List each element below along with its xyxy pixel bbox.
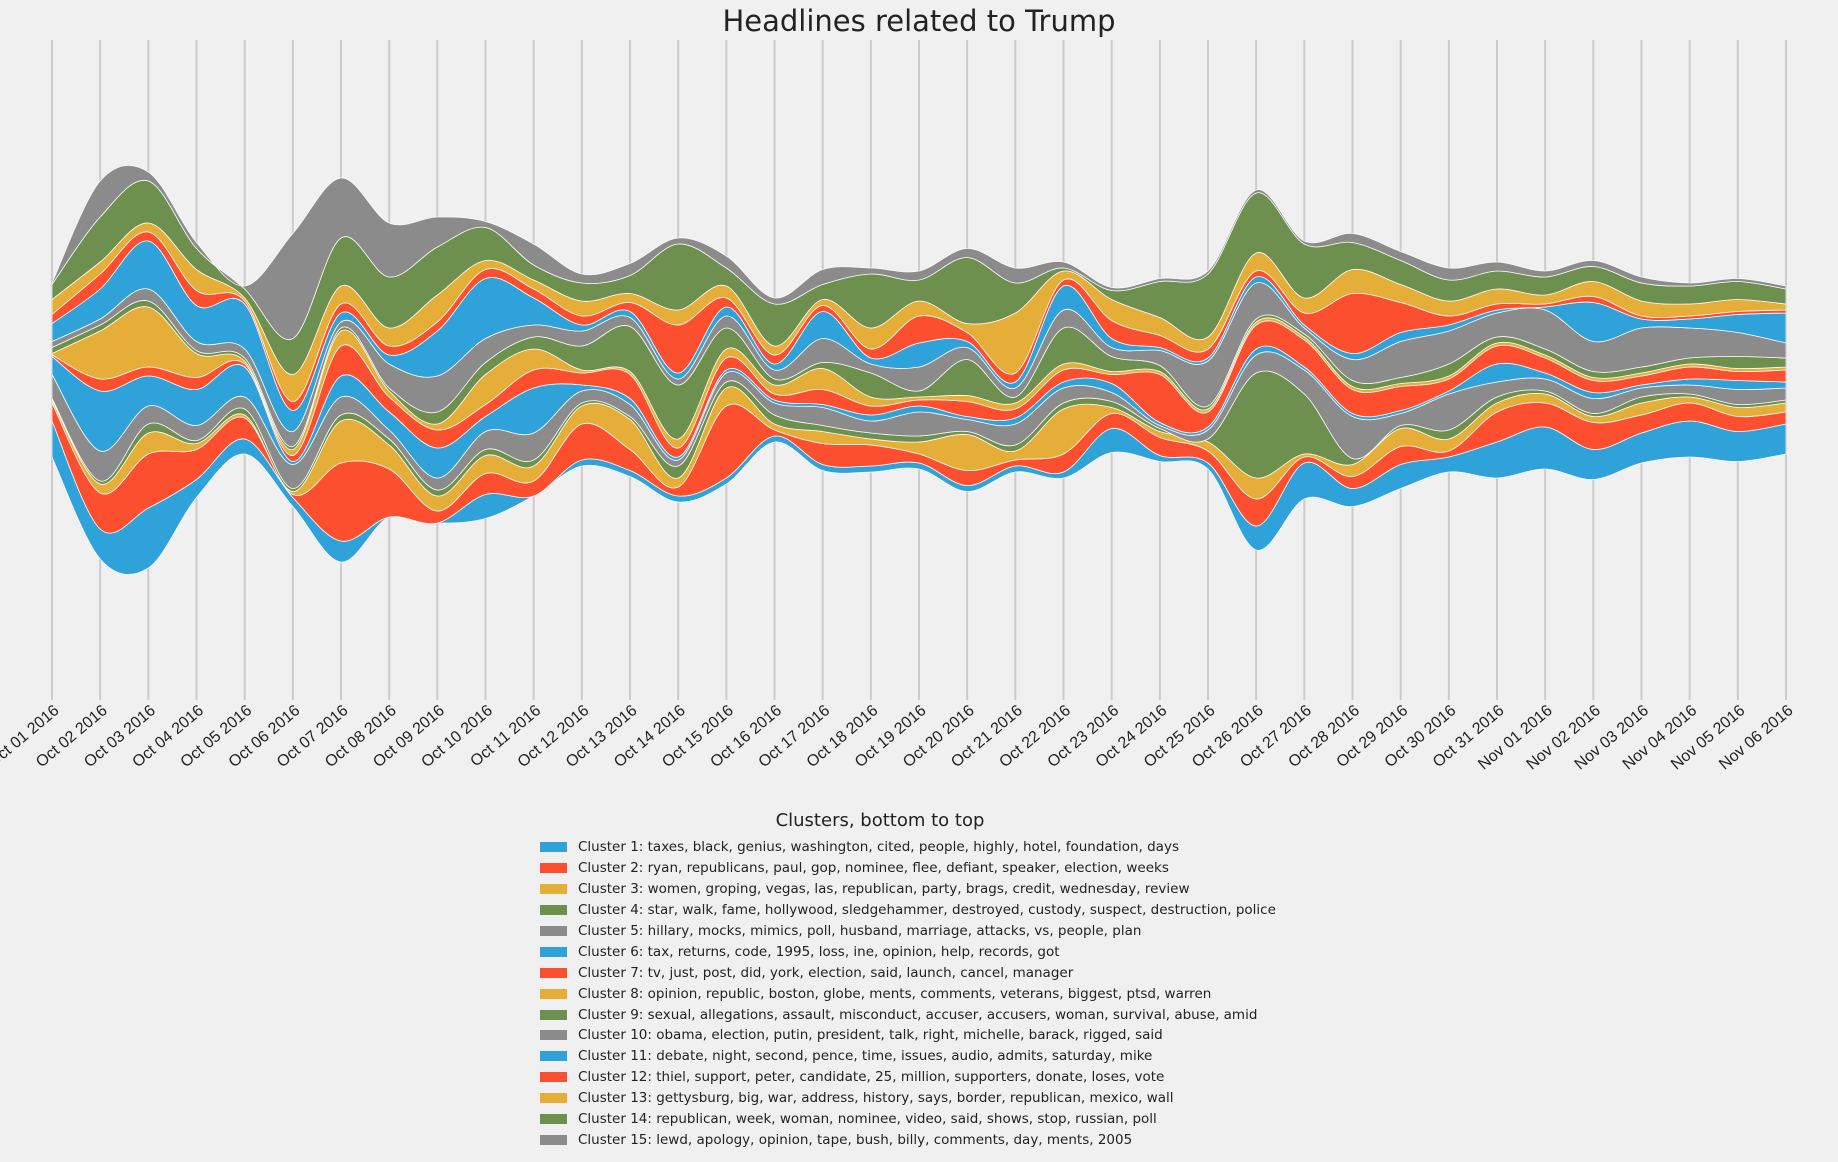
legend-swatch	[540, 1009, 567, 1020]
legend-item: Cluster 9: sexual, allegations, assault,…	[540, 1004, 1340, 1025]
legend-swatch	[540, 1093, 567, 1104]
legend-label: Cluster 2: ryan, republicans, paul, gop,…	[578, 860, 1169, 877]
legend-item: Cluster 2: ryan, republicans, paul, gop,…	[540, 858, 1340, 879]
stream-layers	[51, 165, 1787, 575]
legend-swatch	[540, 842, 567, 853]
legend-items: Cluster 1: taxes, black, genius, washing…	[540, 837, 1340, 1150]
stream-layer-cluster-15	[51, 165, 1787, 340]
legend-item: Cluster 3: women, groping, vegas, las, r…	[540, 879, 1340, 900]
legend-swatch	[540, 1051, 567, 1062]
legend-swatch	[540, 988, 567, 999]
legend-label: Cluster 10: obama, election, putin, pres…	[578, 1027, 1163, 1044]
legend-item: Cluster 15: lewd, apology, opinion, tape…	[540, 1129, 1340, 1150]
legend-swatch	[540, 905, 567, 916]
legend-item: Cluster 11: debate, night, second, pence…	[540, 1046, 1340, 1067]
legend-title: Clusters, bottom to top	[775, 810, 985, 831]
legend-item: Cluster 12: thiel, support, peter, candi…	[540, 1067, 1340, 1088]
legend-label: Cluster 15: lewd, apology, opinion, tape…	[578, 1131, 1133, 1148]
legend-swatch	[540, 926, 567, 936]
legend-label: Cluster 9: sexual, allegations, assault,…	[578, 1006, 1258, 1023]
legend-label: Cluster 12: thiel, support, peter, candi…	[578, 1069, 1165, 1086]
legend-item: Cluster 5: hillary, mocks, mimics, poll,…	[540, 921, 1340, 942]
legend-item: Cluster 13: gettysburg, big, war, addres…	[540, 1088, 1340, 1109]
legend-swatch	[540, 863, 567, 874]
legend-item: Cluster 1: taxes, black, genius, washing…	[540, 837, 1340, 858]
legend-swatch	[540, 946, 567, 957]
chart-title: Headlines related to Trump	[722, 4, 1115, 38]
legend-swatch	[540, 1134, 567, 1145]
legend-item: Cluster 14: republican, week, woman, nom…	[540, 1109, 1340, 1130]
legend-swatch	[540, 884, 567, 895]
streamgraph-chart: Headlines related to Trump Oct 01 2016Oc…	[0, 4, 1797, 773]
legend-label: Cluster 5: hillary, mocks, mimics, poll,…	[578, 923, 1142, 939]
legend: Clusters, bottom to top Cluster 1: taxes…	[540, 810, 1340, 1150]
legend-item: Cluster 6: tax, returns, code, 1995, los…	[540, 941, 1340, 962]
legend-label: Cluster 4: star, walk, fame, hollywood, …	[578, 902, 1276, 919]
legend-swatch	[540, 1030, 567, 1041]
legend-label: Cluster 6: tax, returns, code, 1995, los…	[578, 943, 1060, 960]
legend-label: Cluster 7: tv, just, post, did, york, el…	[578, 964, 1074, 981]
legend-label: Cluster 8: opinion, republic, boston, gl…	[578, 985, 1212, 1002]
legend-swatch	[540, 1114, 567, 1125]
legend-label: Cluster 13: gettysburg, big, war, addres…	[578, 1090, 1174, 1107]
legend-item: Cluster 7: tv, just, post, did, york, el…	[540, 962, 1340, 983]
legend-label: Cluster 1: taxes, black, genius, washing…	[578, 839, 1179, 856]
legend-label: Cluster 14: republican, week, woman, nom…	[578, 1111, 1157, 1128]
legend-label: Cluster 11: debate, night, second, pence…	[578, 1048, 1153, 1065]
legend-item: Cluster 4: star, walk, fame, hollywood, …	[540, 900, 1340, 921]
legend-item: Cluster 8: opinion, republic, boston, gl…	[540, 983, 1340, 1004]
legend-swatch	[540, 1072, 567, 1083]
legend-swatch	[540, 967, 567, 978]
legend-label: Cluster 3: women, groping, vegas, las, r…	[578, 881, 1190, 898]
legend-item: Cluster 10: obama, election, putin, pres…	[540, 1025, 1340, 1046]
